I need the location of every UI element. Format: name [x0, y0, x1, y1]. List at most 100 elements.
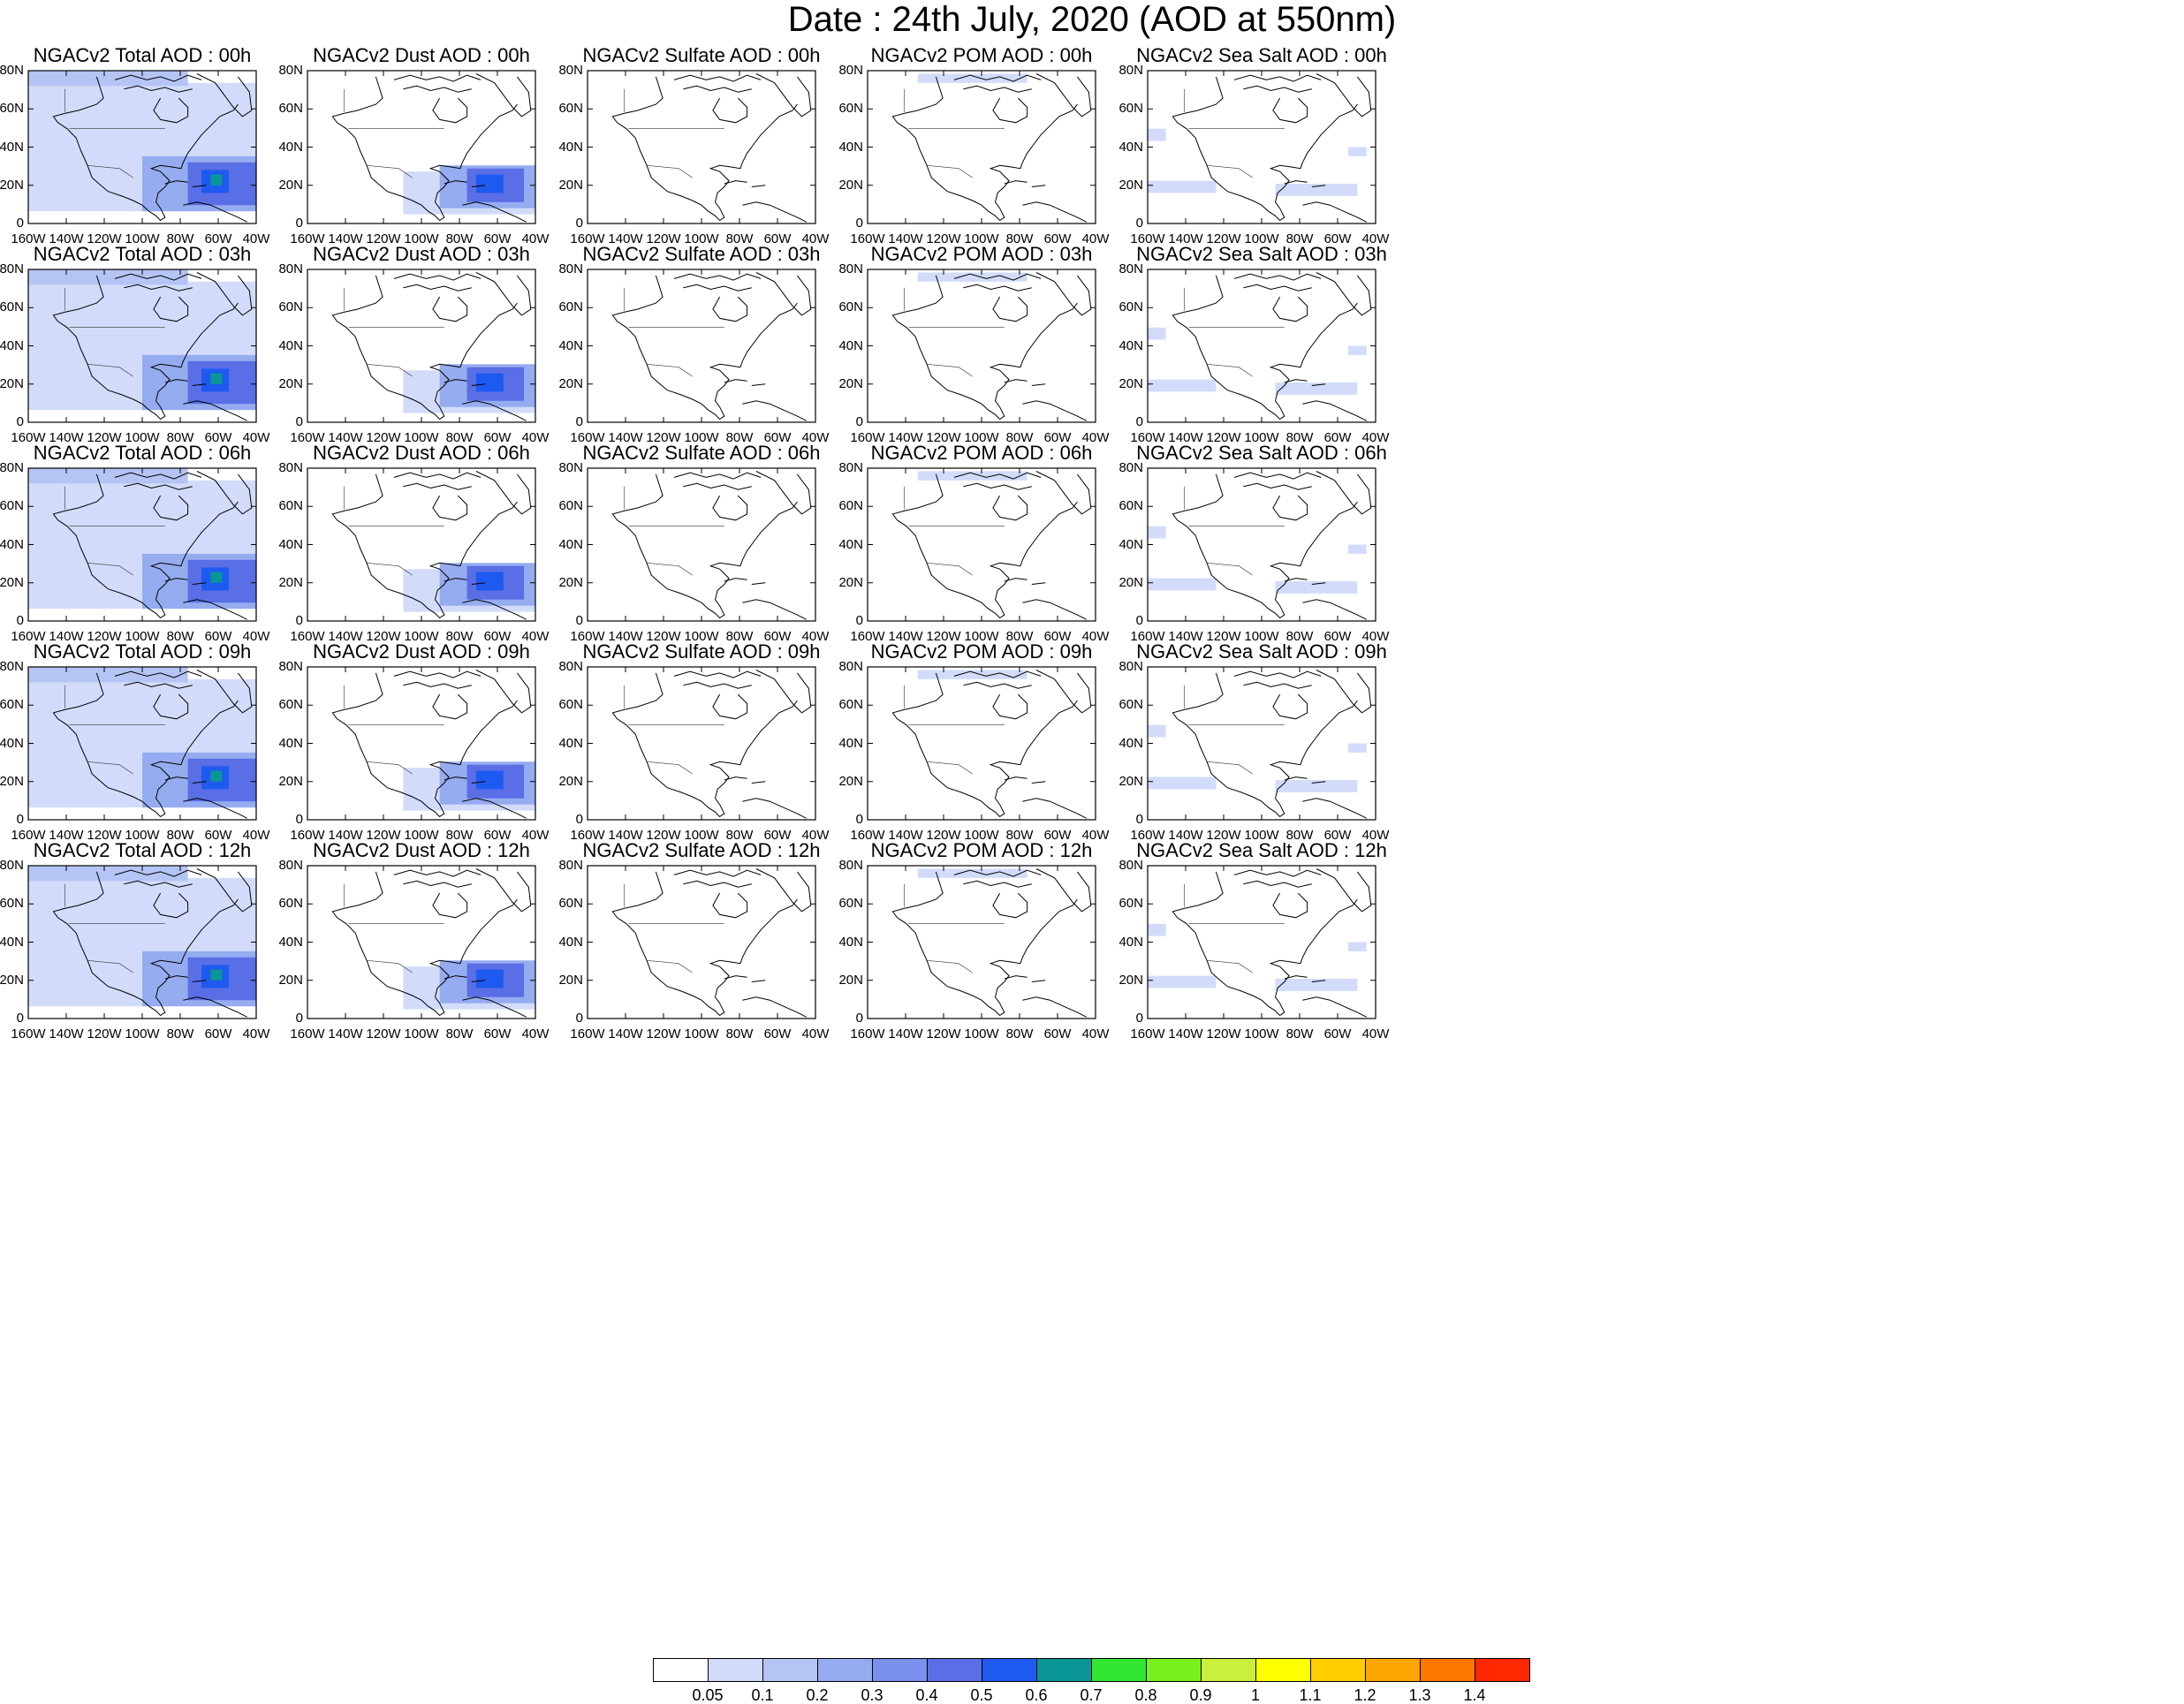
colorbar-swatch — [872, 1658, 928, 1682]
lon-label: 40W — [801, 430, 830, 445]
lon-label: 160W — [850, 1026, 885, 1041]
coastline — [712, 693, 748, 720]
coastline — [611, 275, 798, 420]
lat-label: 0 — [1135, 812, 1143, 827]
panel-title: NGACv2 Sea Salt AOD : 09h — [1136, 640, 1387, 663]
coastline — [1316, 73, 1372, 117]
lon-label: 40W — [1081, 231, 1110, 246]
plot-frame — [1147, 467, 1376, 622]
lon-label: 80W — [1005, 231, 1034, 246]
coastline — [1311, 582, 1326, 585]
aod-shading — [1148, 180, 1217, 193]
lon-label: 100W — [684, 828, 719, 843]
lat-label: 20N — [1119, 574, 1143, 590]
lon-label: 120W — [646, 430, 681, 445]
aod-shading — [475, 373, 504, 392]
coastline — [724, 776, 747, 781]
lon-label: 100W — [404, 629, 439, 644]
lat-label: 0 — [1135, 1011, 1143, 1026]
coastline — [114, 74, 202, 82]
coastline — [393, 869, 482, 877]
coastline — [462, 798, 527, 819]
aod-shading — [1348, 544, 1367, 554]
coastline — [183, 599, 247, 620]
lon-label: 120W — [646, 828, 681, 843]
lat-label: 60N — [558, 896, 583, 912]
country-border — [647, 364, 693, 377]
aod-shading — [1148, 724, 1166, 738]
lat-label: 80N — [1119, 858, 1143, 873]
lon-label: 80W — [1005, 1026, 1034, 1041]
aod-shading — [1148, 776, 1217, 790]
lat-label: 40N — [278, 536, 303, 552]
coastline — [153, 693, 189, 720]
colorbar-swatch — [1036, 1658, 1092, 1682]
lat-label: 40N — [838, 536, 863, 552]
colorbar-swatch — [1365, 1658, 1421, 1682]
coastline — [432, 296, 468, 322]
lat-label: 0 — [1135, 613, 1143, 628]
coastline — [192, 980, 207, 982]
coastline — [444, 776, 467, 781]
coastline — [724, 578, 747, 582]
lon-label: 140W — [608, 1026, 643, 1041]
plot-frame — [1147, 269, 1376, 423]
lat-label: 20N — [0, 773, 24, 789]
lon-label: 160W — [850, 430, 885, 445]
lon-label: 160W — [290, 828, 325, 843]
coastline — [444, 975, 467, 980]
coastline — [1284, 379, 1308, 383]
coastline — [124, 482, 193, 490]
aod-shading — [1275, 581, 1358, 594]
lon-label: 140W — [1168, 828, 1203, 843]
coastline — [1284, 975, 1308, 980]
lon-label: 80W — [725, 1026, 754, 1041]
coastline — [444, 180, 467, 185]
coastline — [673, 472, 762, 480]
lon-label: 140W — [49, 430, 84, 445]
lon-label: 40W — [1081, 629, 1110, 644]
lon-label: 80W — [1285, 231, 1314, 246]
colorbar-swatch — [762, 1658, 818, 1682]
plot-frame — [587, 666, 816, 821]
country-border — [87, 165, 133, 178]
lon-label: 140W — [888, 828, 923, 843]
aod-shading — [210, 770, 223, 782]
map-plot — [27, 865, 257, 1019]
coastline — [1031, 383, 1046, 386]
lat-label: 0 — [295, 812, 303, 827]
coastline — [1035, 868, 1092, 913]
colorbar-label: 0.5 — [970, 1686, 993, 1704]
coastline — [444, 379, 467, 383]
lon-label: 100W — [1244, 231, 1279, 246]
aod-shading — [475, 572, 504, 591]
lon-label: 40W — [1081, 1026, 1110, 1041]
plot-frame — [587, 70, 816, 224]
lat-label: 80N — [278, 659, 303, 674]
panel-title: NGACv2 Total AOD : 06h — [33, 442, 252, 464]
country-border — [927, 165, 973, 178]
lat-label: 80N — [278, 63, 303, 78]
lon-label: 140W — [49, 1026, 84, 1041]
lon-label: 100W — [964, 231, 999, 246]
lon-label: 140W — [328, 231, 363, 246]
coastline — [963, 681, 1032, 689]
colorbar-swatch — [1255, 1658, 1311, 1682]
coastline — [742, 201, 807, 223]
panel-title: NGACv2 Sea Salt AOD : 12h — [1136, 839, 1387, 861]
coastline — [471, 980, 486, 982]
coastline — [1272, 892, 1308, 919]
aod-shading — [1275, 979, 1358, 991]
country-border — [927, 761, 973, 775]
coastline — [393, 472, 482, 480]
coastline — [432, 892, 468, 919]
coastline — [1022, 798, 1087, 819]
coastline — [475, 868, 532, 913]
aod-shading — [475, 969, 504, 988]
lat-label: 0 — [575, 216, 583, 231]
lat-label: 40N — [838, 934, 863, 950]
lon-label: 120W — [366, 430, 401, 445]
coastline — [471, 383, 486, 386]
coastline — [183, 201, 247, 223]
lon-label: 140W — [608, 629, 643, 644]
